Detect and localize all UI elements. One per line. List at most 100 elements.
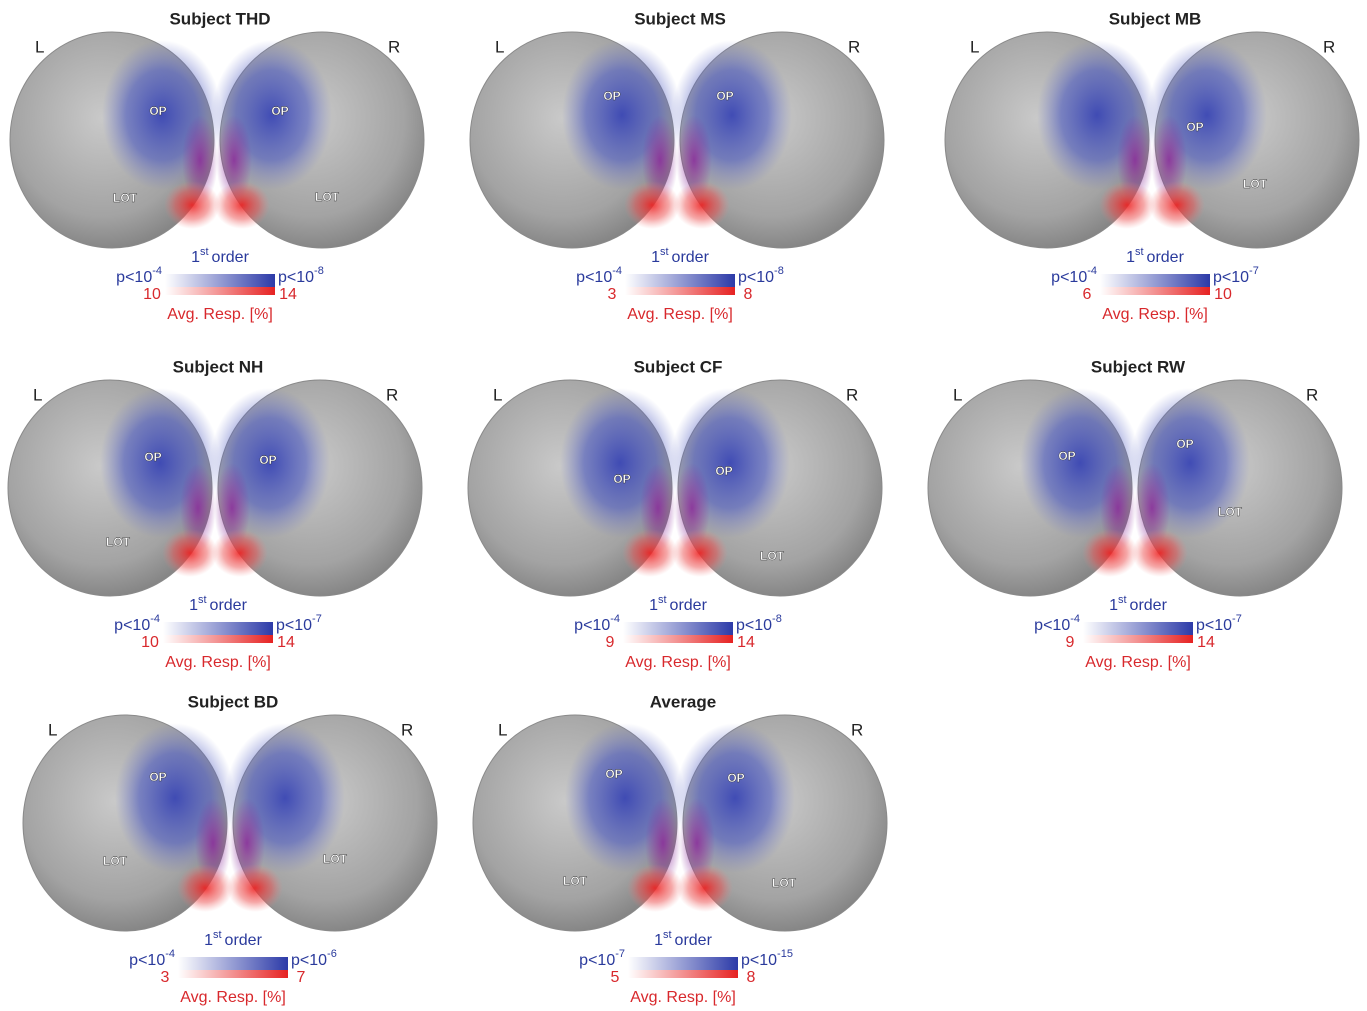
p-high: p<10-8 <box>278 265 324 286</box>
resp-low: 9 <box>1066 634 1075 651</box>
roi-label: LOT <box>323 852 348 866</box>
p-base: p<10 <box>576 269 612 286</box>
activation-red <box>674 181 730 229</box>
order-text: order <box>675 932 713 949</box>
order-text: order <box>212 249 250 266</box>
color-bar-blue <box>165 274 275 287</box>
hemisphere-label: L <box>33 385 42 404</box>
roi-label: OP <box>716 89 733 103</box>
hemisphere-label: L <box>495 37 504 56</box>
color-bar-blue <box>625 274 735 287</box>
resp-label: Avg. Resp. [%] <box>630 989 736 1006</box>
roi-label: OP <box>727 771 744 785</box>
hemisphere-label: R <box>846 385 858 404</box>
roi-label: LOT <box>113 191 138 205</box>
p-exp: -8 <box>774 265 784 277</box>
resp-label: Avg. Resp. [%] <box>180 989 286 1006</box>
color-bar-red <box>628 970 738 978</box>
legend-order: 1st order <box>189 594 247 614</box>
roi-label: OP <box>149 770 166 784</box>
resp-low: 10 <box>141 634 159 651</box>
p-exp: -4 <box>610 613 620 625</box>
panel-title: Subject MB <box>1109 9 1202 28</box>
resp-label: Avg. Resp. [%] <box>627 306 733 323</box>
hemisphere-label: L <box>493 385 502 404</box>
hemisphere-label: R <box>1306 385 1318 404</box>
panel-title: Subject NH <box>173 357 264 376</box>
activation-red <box>177 864 233 912</box>
hemisphere-label: L <box>48 720 57 739</box>
order-text: order <box>1130 597 1168 614</box>
order-sup: st <box>1118 594 1127 606</box>
p-base: p<10 <box>736 617 772 634</box>
p-base: p<10 <box>1034 617 1070 634</box>
color-bar-blue <box>1083 622 1193 635</box>
resp-high: 14 <box>737 634 755 651</box>
resp-label: Avg. Resp. [%] <box>625 654 731 671</box>
activation-red <box>622 529 678 577</box>
activation-red <box>1149 181 1205 229</box>
order-text: order <box>670 597 708 614</box>
order-sup: st <box>213 929 222 941</box>
color-bar-red <box>623 635 733 643</box>
roi-label: LOT <box>760 549 785 563</box>
activation-red <box>624 181 680 229</box>
p-low: p<10-4 <box>129 948 175 969</box>
p-low: p<10-4 <box>576 265 622 286</box>
resp-high: 10 <box>1214 286 1232 303</box>
activation-red <box>1099 181 1155 229</box>
p-exp: -7 <box>1249 265 1259 277</box>
p-exp: -15 <box>777 948 793 960</box>
order-base: 1 <box>189 597 198 614</box>
order-text: order <box>210 597 248 614</box>
roi-label: OP <box>1186 120 1203 134</box>
legend-order: 1st order <box>1126 246 1184 266</box>
order-sup: st <box>198 594 207 606</box>
activation-red <box>1132 529 1188 577</box>
p-exp: -7 <box>1232 613 1242 625</box>
order-sup: st <box>660 246 669 258</box>
color-bar-red <box>1100 287 1210 295</box>
order-base: 1 <box>1126 249 1135 266</box>
color-bar-blue <box>163 622 273 635</box>
p-exp: -4 <box>1087 265 1097 277</box>
order-sup: st <box>1135 246 1144 258</box>
p-base: p<10 <box>278 269 314 286</box>
resp-high: 14 <box>277 634 295 651</box>
order-base: 1 <box>204 932 213 949</box>
legend-order: 1st order <box>651 246 709 266</box>
activation-red <box>162 529 218 577</box>
panel-title: Average <box>650 692 716 711</box>
color-bar-blue <box>623 622 733 635</box>
roi-label: LOT <box>563 874 588 888</box>
p-exp: -4 <box>152 265 162 277</box>
roi-label: LOT <box>1218 505 1243 519</box>
p-exp: -7 <box>312 613 322 625</box>
order-base: 1 <box>651 249 660 266</box>
p-low: p<10-4 <box>1034 613 1080 634</box>
order-base: 1 <box>191 249 200 266</box>
p-base: p<10 <box>276 617 312 634</box>
resp-low: 5 <box>611 969 620 986</box>
resp-high: 8 <box>747 969 756 986</box>
hemisphere-label: R <box>386 385 398 404</box>
color-bar-blue <box>1100 274 1210 287</box>
order-base: 1 <box>649 597 658 614</box>
activation-red <box>214 181 270 229</box>
p-exp: -6 <box>327 948 337 960</box>
roi-label: LOT <box>1243 177 1268 191</box>
resp-low: 6 <box>1083 286 1092 303</box>
roi-label: OP <box>271 104 288 118</box>
hemisphere-label: R <box>388 37 400 56</box>
resp-high: 7 <box>297 969 306 986</box>
resp-low: 3 <box>161 969 170 986</box>
color-bar-blue <box>178 957 288 970</box>
roi-label: OP <box>605 767 622 781</box>
activation-red <box>212 529 268 577</box>
hemisphere-label: R <box>851 720 863 739</box>
